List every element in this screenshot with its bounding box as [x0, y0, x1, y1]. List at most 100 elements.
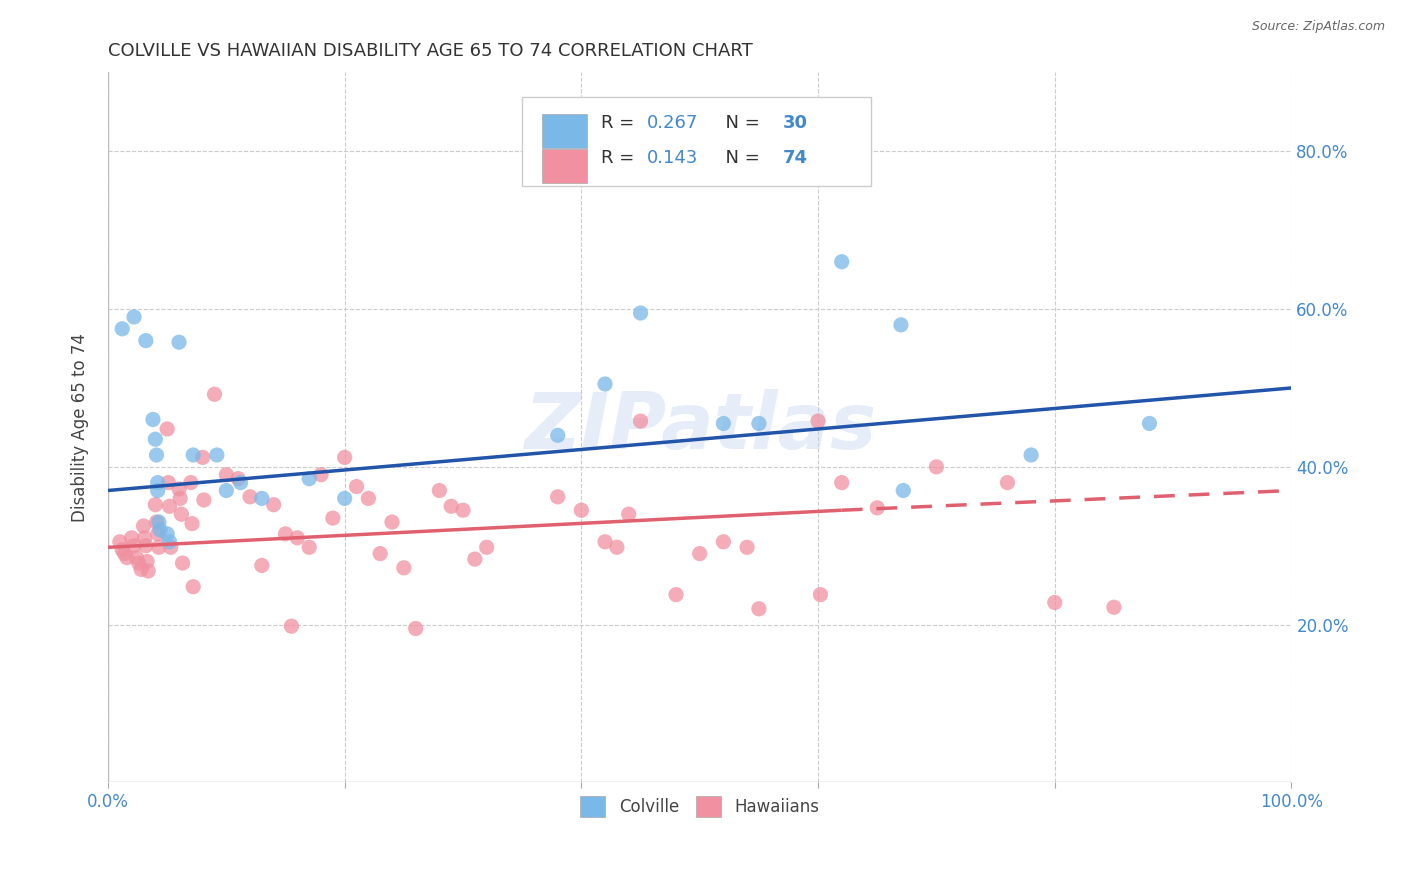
Point	[170, 507, 193, 521]
Point	[125, 550, 148, 565]
Bar	[543, 113, 588, 148]
Point	[451, 503, 474, 517]
Point	[181, 516, 204, 531]
Point	[807, 414, 830, 428]
Text: Source: ZipAtlas.com: Source: ZipAtlas.com	[1251, 20, 1385, 33]
Point	[169, 491, 191, 506]
Point	[114, 547, 136, 561]
Point	[134, 531, 156, 545]
Legend: Colville, Hawaiians: Colville, Hawaiians	[572, 789, 827, 825]
Point	[333, 450, 356, 465]
Point	[1102, 600, 1125, 615]
Text: R =: R =	[602, 113, 641, 132]
Point	[547, 490, 569, 504]
Point	[128, 556, 150, 570]
Point	[263, 498, 285, 512]
Point	[250, 491, 273, 506]
Point	[665, 588, 688, 602]
Point	[159, 534, 181, 549]
Point	[831, 475, 853, 490]
Point	[172, 556, 194, 570]
Point	[145, 448, 167, 462]
Point	[1043, 595, 1066, 609]
Point	[274, 527, 297, 541]
Point	[146, 483, 169, 498]
Point	[239, 490, 262, 504]
Point	[713, 417, 735, 431]
Point	[748, 417, 770, 431]
Point	[167, 335, 190, 350]
Point	[405, 622, 427, 636]
Point	[333, 491, 356, 506]
Point	[181, 448, 204, 462]
Point	[159, 500, 181, 514]
Point	[713, 534, 735, 549]
Y-axis label: Disability Age 65 to 74: Disability Age 65 to 74	[72, 333, 89, 522]
Point	[368, 547, 391, 561]
Point	[309, 467, 332, 482]
Point	[148, 541, 170, 555]
Point	[280, 619, 302, 633]
FancyBboxPatch shape	[522, 97, 872, 186]
Point	[250, 558, 273, 573]
Point	[167, 482, 190, 496]
Point	[108, 534, 131, 549]
Point	[617, 507, 640, 521]
Point	[193, 492, 215, 507]
Point	[159, 541, 181, 555]
Point	[157, 475, 180, 490]
Point	[890, 318, 912, 332]
Point	[148, 515, 170, 529]
Point	[226, 472, 249, 486]
Point	[129, 562, 152, 576]
Point	[381, 515, 404, 529]
Text: COLVILLE VS HAWAIIAN DISABILITY AGE 65 TO 74 CORRELATION CHART: COLVILLE VS HAWAIIAN DISABILITY AGE 65 T…	[108, 42, 752, 60]
Point	[146, 527, 169, 541]
Bar	[543, 149, 588, 183]
Point	[1019, 448, 1042, 462]
Point	[547, 428, 569, 442]
Point	[122, 539, 145, 553]
Point	[997, 475, 1019, 490]
Point	[111, 322, 134, 336]
Text: 74: 74	[783, 149, 807, 167]
Point	[229, 475, 252, 490]
Point	[748, 602, 770, 616]
Point	[440, 500, 463, 514]
Point	[111, 542, 134, 557]
Point	[464, 552, 486, 566]
Point	[142, 412, 165, 426]
Point	[1139, 417, 1161, 431]
Point	[143, 432, 166, 446]
Point	[135, 334, 157, 348]
Point	[475, 541, 498, 555]
Point	[891, 483, 914, 498]
Point	[925, 459, 948, 474]
Point	[145, 515, 167, 529]
Point	[831, 254, 853, 268]
Point	[346, 479, 368, 493]
Point	[392, 561, 415, 575]
Text: 0.267: 0.267	[647, 113, 697, 132]
Text: N =: N =	[714, 113, 765, 132]
Point	[156, 422, 179, 436]
Point	[630, 306, 652, 320]
Point	[136, 564, 159, 578]
Point	[593, 377, 616, 392]
Point	[146, 475, 169, 490]
Point	[205, 448, 228, 462]
Point	[298, 541, 321, 555]
Point	[181, 580, 204, 594]
Point	[204, 387, 226, 401]
Text: ZIPatlas: ZIPatlas	[523, 390, 876, 466]
Point	[689, 547, 711, 561]
Text: 30: 30	[783, 113, 807, 132]
Point	[322, 511, 344, 525]
Point	[298, 472, 321, 486]
Text: N =: N =	[714, 149, 765, 167]
Point	[569, 503, 592, 517]
Point	[357, 491, 380, 506]
Point	[156, 527, 179, 541]
Point	[593, 534, 616, 549]
Point	[132, 519, 155, 533]
